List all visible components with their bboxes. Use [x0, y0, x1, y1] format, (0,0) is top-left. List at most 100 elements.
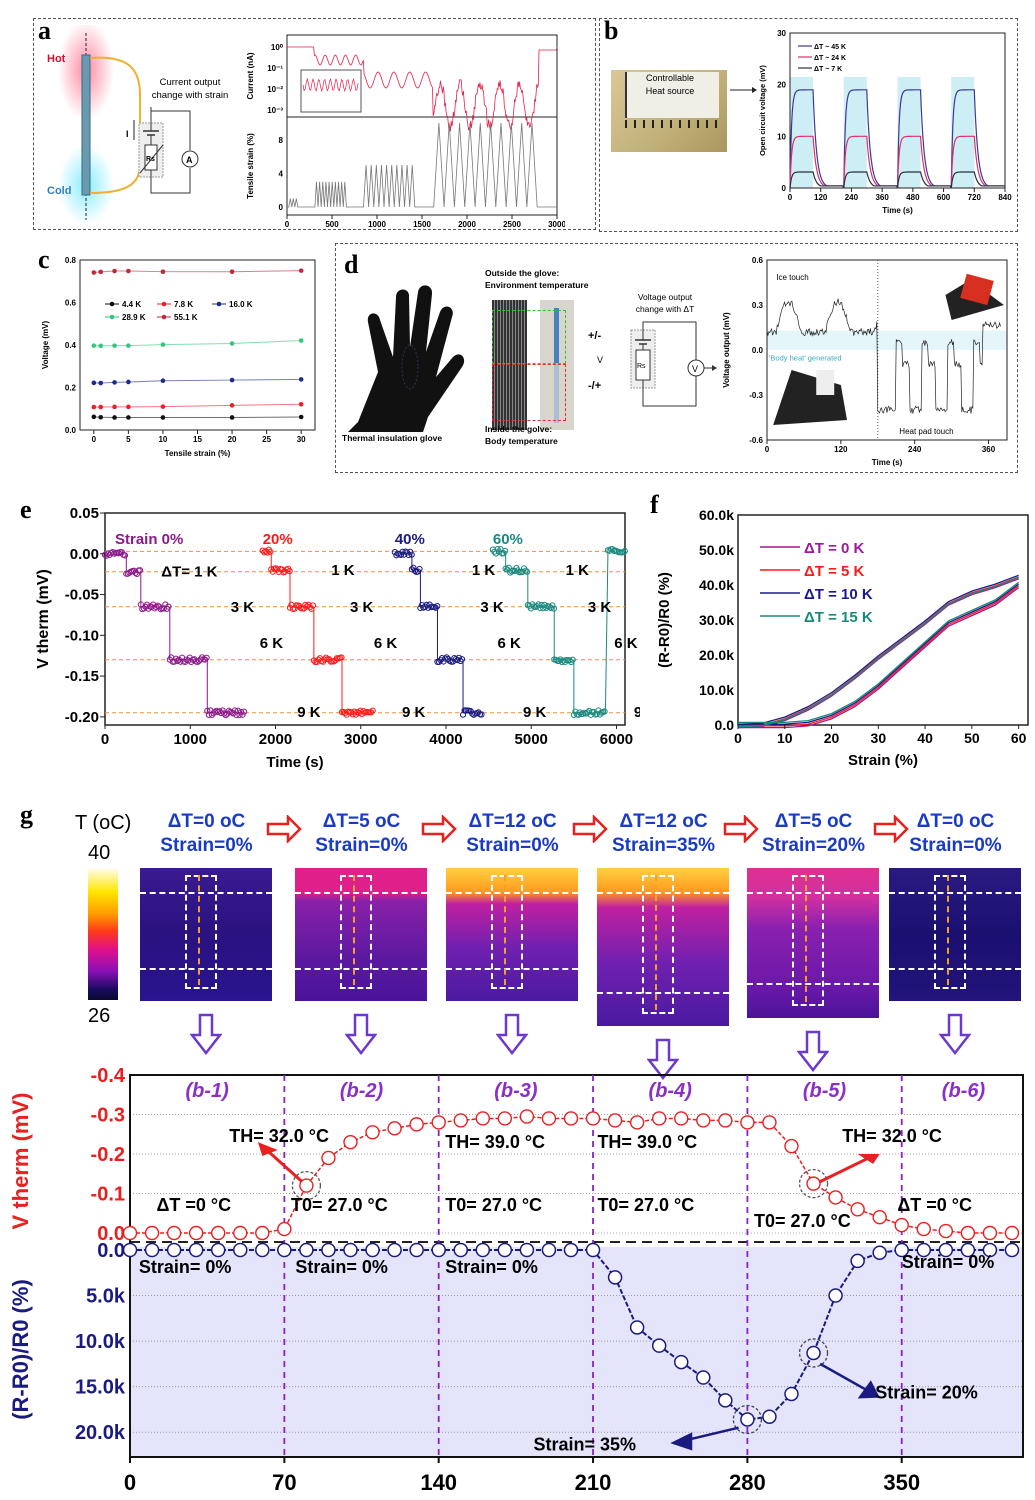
resistance-point — [653, 1339, 666, 1352]
y-tick-label: 30.0k — [699, 612, 734, 628]
circuit-d-title-1: Voltage output — [620, 292, 710, 302]
x-tick-label: 0 — [101, 731, 109, 748]
thermal-image — [889, 868, 1021, 1001]
step-label: 3 K — [480, 599, 504, 616]
x-tick-label: 2000 — [259, 731, 292, 748]
legend-marker — [162, 302, 167, 307]
y-axis-label: Open circuit voltage (mV) — [758, 65, 767, 156]
resistance-point — [498, 1244, 511, 1257]
legend-marker — [217, 302, 222, 307]
resistance-tick-label: 0.0 — [97, 1240, 125, 1262]
resistance-point — [719, 1394, 732, 1407]
data-point — [299, 402, 304, 407]
vtherm-point — [873, 1211, 886, 1224]
y-tick-label: 10⁰ — [271, 43, 284, 52]
heating-window — [951, 77, 974, 188]
cold-label: Cold — [47, 185, 71, 197]
heating-window — [898, 77, 921, 188]
step-label: 6 K — [260, 635, 284, 652]
y-tick-label: 0.0 — [752, 346, 764, 355]
vtherm-point — [1005, 1227, 1018, 1240]
x-tick-label: 210 — [575, 1470, 612, 1495]
vtherm-point — [388, 1122, 401, 1135]
chart-a-current-strain: 10⁰10⁻¹10⁻²10⁻³Current (nA)048Tensile st… — [245, 30, 565, 230]
x-tick-label: 2000 — [458, 220, 476, 229]
vtherm-point — [498, 1112, 511, 1125]
y-tick-label: 20 — [777, 81, 786, 90]
y-tick-label: 10.0k — [699, 682, 734, 698]
y-tick-label: 10 — [777, 132, 786, 141]
y-tick-label: 10⁻¹ — [267, 64, 283, 73]
resistance-point — [234, 1244, 247, 1257]
resistance-point — [432, 1244, 445, 1257]
x-tick-label: 4000 — [429, 731, 462, 748]
step-label: 9 K — [402, 704, 426, 721]
vtherm-point — [454, 1114, 467, 1127]
data-point — [126, 343, 131, 348]
legend-label: 55.1 K — [174, 313, 198, 322]
thermal-state-6: ΔT=0 oC Strain=0% — [883, 810, 1028, 858]
step-label: 9 K — [297, 704, 321, 721]
down-arrow-icon — [190, 1013, 222, 1055]
y-tick-label: 10⁻² — [267, 85, 283, 94]
vtherm-annotation: TH= 39.0 °C — [445, 1132, 545, 1152]
x-tick-label: 0 — [734, 730, 742, 746]
x-tick-label: 30 — [871, 730, 887, 746]
region-label: (b-4) — [649, 1080, 693, 1102]
resistance-point — [476, 1244, 489, 1257]
fiber-device — [82, 55, 90, 195]
vtherm-point — [520, 1110, 533, 1123]
heat-source-label-2: Heat source — [630, 86, 710, 96]
unloading-curve-3 — [738, 582, 1019, 722]
series-line-0 — [94, 417, 301, 418]
vtherm-point — [564, 1112, 577, 1125]
inset-frame — [301, 70, 361, 112]
x-tick-label: 480 — [906, 193, 920, 202]
legend-label: 4.4 K — [122, 300, 141, 309]
y-tick-label: 0.8 — [65, 256, 77, 265]
heating-window — [790, 77, 813, 188]
data-point — [230, 415, 235, 420]
legend-label: ΔT ~ 7 K — [814, 66, 842, 73]
resistance-point — [873, 1246, 886, 1259]
chart-g-dual-axis: (b-1) (b-2) (b-3) (b-4) (b-5) (b-6) ΔT =0 °C TH… — [0, 1060, 1035, 1500]
data-point — [112, 269, 117, 274]
x-tick-label: 3000 — [548, 220, 565, 229]
resistance-point — [366, 1244, 379, 1257]
resistance-point — [124, 1244, 137, 1257]
resistance-point — [190, 1244, 203, 1257]
data-point — [230, 403, 235, 408]
outside-label-1: Outside the glove: — [485, 268, 559, 278]
loading-curve-3 — [738, 578, 1019, 727]
vtherm-annotation: ΔT =0 °C — [897, 1195, 972, 1215]
resistance-annotation: Strain= 0% — [902, 1252, 995, 1272]
panel-g-label: g — [20, 800, 33, 830]
thermal-image — [747, 868, 879, 1018]
y-tick-label: 40.0k — [699, 577, 734, 593]
data-point — [92, 405, 97, 410]
down-arrow-icon — [496, 1013, 528, 1055]
series-label: 60% — [493, 531, 523, 548]
x-tick-label: 240 — [908, 445, 922, 454]
y-tick-label: 0.05 — [70, 505, 99, 522]
resistance-annotation: Strain= 0% — [295, 1257, 388, 1277]
data-point — [112, 405, 117, 410]
thermal-state-5: ΔT=5 oC Strain=20% — [741, 810, 886, 858]
polarity-v: V — [597, 355, 603, 365]
data-point — [299, 268, 304, 273]
thermal-image — [446, 868, 578, 1001]
colorbar-min: 26 — [88, 1005, 110, 1028]
region-label: (b-2) — [340, 1080, 384, 1102]
strain-label: Strain=35% — [591, 834, 736, 858]
strain-label: Strain=0% — [440, 834, 585, 858]
data-point — [126, 415, 131, 420]
x-tick-label: 840 — [998, 193, 1012, 202]
x-tick-label: 120 — [814, 193, 828, 202]
x-tick-label: 15 — [193, 435, 202, 444]
region-label: (b-5) — [803, 1080, 847, 1102]
data-point — [112, 380, 117, 385]
resistance-point — [146, 1244, 159, 1257]
y-tick-label: 8 — [279, 136, 284, 145]
vtherm-point — [146, 1227, 159, 1240]
y-tick-label: 0.00 — [70, 546, 99, 563]
